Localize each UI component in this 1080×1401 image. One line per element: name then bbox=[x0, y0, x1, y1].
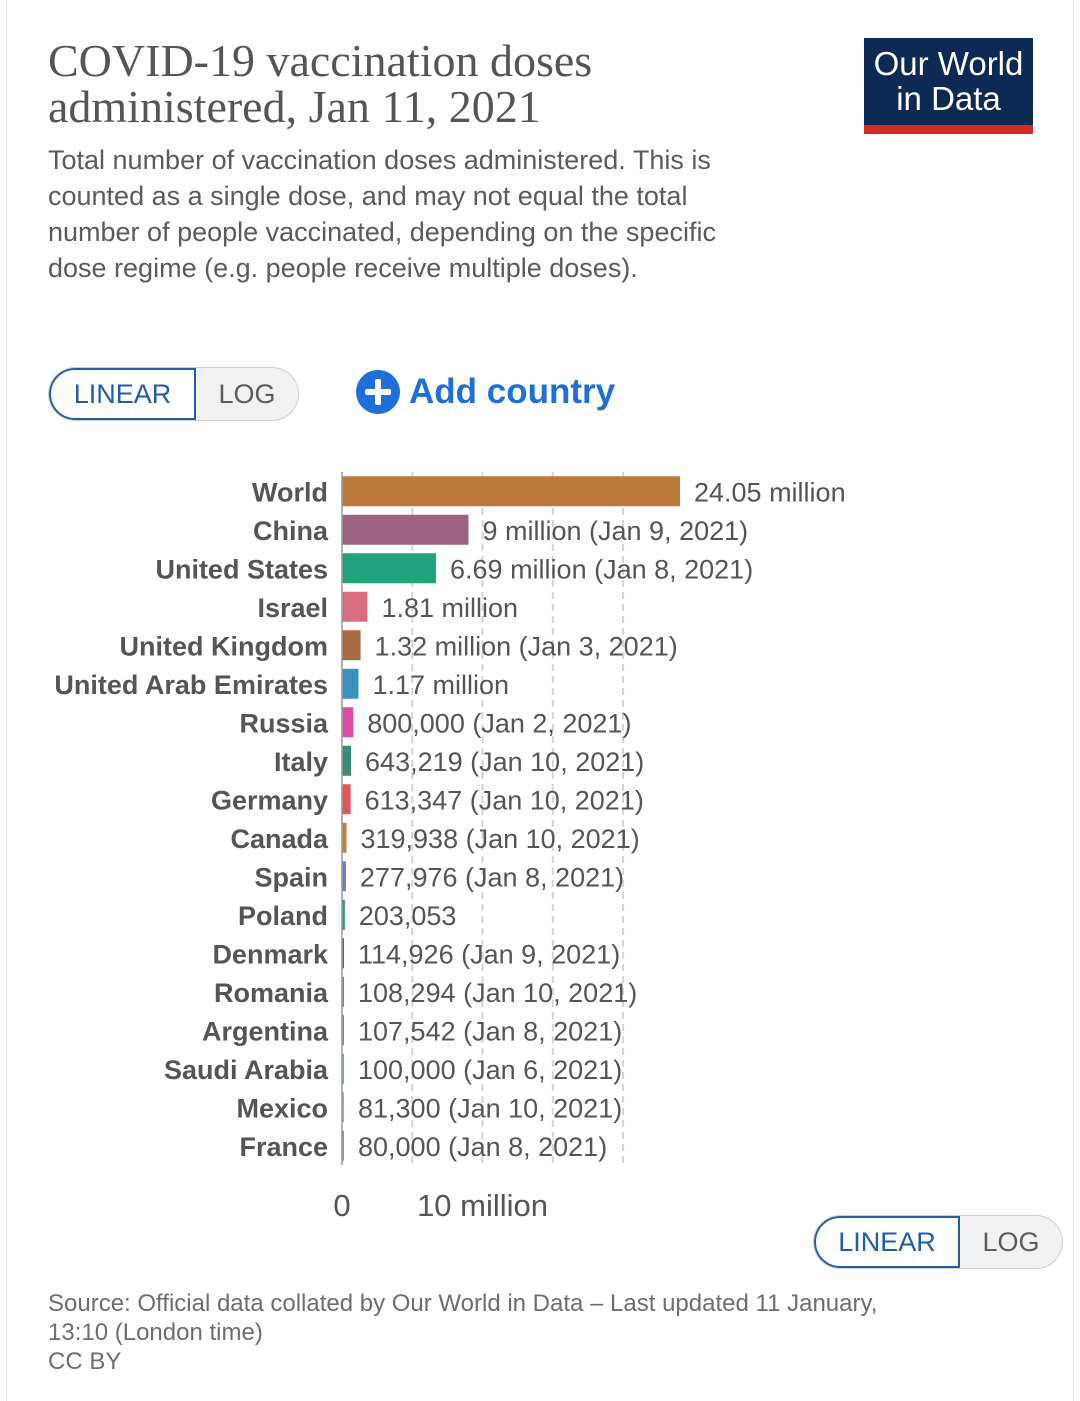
category-label: Mexico bbox=[236, 1093, 328, 1123]
bar-1 bbox=[342, 514, 469, 545]
bar-2 bbox=[342, 553, 437, 584]
value-label: 203,053 bbox=[359, 901, 457, 931]
linear-scale-button[interactable]: LINEAR bbox=[49, 368, 196, 420]
bar-14 bbox=[342, 1015, 344, 1046]
logo-accent-bar bbox=[864, 125, 1033, 134]
owid-logo[interactable]: Our World in Data bbox=[864, 38, 1033, 134]
bar-17 bbox=[342, 1130, 344, 1161]
scale-toggle-top: LINEAR LOG bbox=[48, 367, 299, 421]
value-label: 1.17 million bbox=[372, 670, 509, 700]
source-line-2: 13:10 (London time) bbox=[48, 1319, 263, 1346]
x-tick-label: 0 bbox=[333, 1188, 350, 1220]
bar-8 bbox=[342, 784, 351, 815]
add-country-label: Add country bbox=[409, 372, 616, 411]
value-label: 277,976 (Jan 8, 2021) bbox=[360, 862, 624, 892]
value-label: 800,000 (Jan 2, 2021) bbox=[367, 708, 631, 738]
category-label: Poland bbox=[238, 901, 328, 931]
plus-circle-icon bbox=[356, 370, 400, 414]
bar-5 bbox=[342, 668, 359, 699]
category-label: Italy bbox=[274, 747, 328, 777]
bar-13 bbox=[342, 976, 344, 1007]
log-scale-button-bottom[interactable]: LOG bbox=[982, 1226, 1040, 1257]
category-label: China bbox=[253, 516, 329, 546]
category-label: Romania bbox=[214, 978, 329, 1008]
category-label: Denmark bbox=[212, 939, 329, 969]
bar-15 bbox=[342, 1053, 344, 1084]
bar-4 bbox=[342, 630, 361, 661]
source-line-1: Source: Official data collated by Our Wo… bbox=[48, 1290, 878, 1317]
value-label: 1.81 million bbox=[381, 593, 518, 623]
category-label: Russia bbox=[239, 708, 329, 738]
log-scale-button[interactable]: LOG bbox=[218, 378, 276, 409]
value-label: 1.32 million (Jan 3, 2021) bbox=[375, 631, 678, 661]
license-text: CC BY bbox=[48, 1348, 122, 1375]
bar-12 bbox=[342, 938, 344, 969]
value-label: 114,926 (Jan 9, 2021) bbox=[358, 939, 620, 969]
category-label: Saudi Arabia bbox=[164, 1055, 329, 1085]
category-label: Canada bbox=[230, 824, 329, 854]
chart-footer: Source: Official data collated by Our Wo… bbox=[48, 1289, 1008, 1376]
bar-6 bbox=[342, 707, 354, 738]
category-label: United Kingdom bbox=[120, 631, 328, 661]
value-label: 81,300 (Jan 10, 2021) bbox=[358, 1093, 622, 1123]
value-label: 100,000 (Jan 6, 2021) bbox=[358, 1055, 622, 1085]
value-label: 643,219 (Jan 10, 2021) bbox=[365, 747, 644, 777]
bar-7 bbox=[342, 745, 352, 776]
category-label: World bbox=[252, 477, 328, 507]
bar-chart: World 24.05 million China 9 million (Jan 9,… bbox=[54, 472, 846, 1220]
bar-10 bbox=[342, 861, 346, 892]
value-label: 6.69 million (Jan 8, 2021) bbox=[450, 554, 753, 584]
logo-line-1: Our World bbox=[873, 45, 1024, 82]
category-label: Spain bbox=[254, 862, 328, 892]
linear-scale-button-bottom[interactable]: LINEAR bbox=[814, 1216, 960, 1268]
bar-11 bbox=[342, 899, 345, 930]
value-label: 24.05 million bbox=[694, 477, 846, 507]
bar-9 bbox=[342, 822, 347, 853]
bar-16 bbox=[342, 1092, 344, 1123]
value-label: 319,938 (Jan 10, 2021) bbox=[360, 824, 639, 854]
category-label: Israel bbox=[257, 593, 328, 623]
x-tick-label: 10 million bbox=[417, 1188, 548, 1220]
category-label: United States bbox=[155, 554, 328, 584]
value-label: 107,542 (Jan 8, 2021) bbox=[358, 1016, 622, 1046]
chart-card bbox=[6, 0, 1074, 1401]
value-label: 108,294 (Jan 10, 2021) bbox=[358, 978, 637, 1008]
value-label: 80,000 (Jan 8, 2021) bbox=[358, 1132, 607, 1162]
bar-3 bbox=[342, 591, 368, 622]
bar-0 bbox=[342, 476, 680, 507]
category-label: Germany bbox=[211, 785, 328, 815]
category-label: Argentina bbox=[202, 1016, 329, 1046]
chart-subtitle: Total number of vaccination doses admini… bbox=[48, 145, 716, 283]
category-label: France bbox=[239, 1132, 328, 1162]
category-label: United Arab Emirates bbox=[54, 670, 328, 700]
add-country-button[interactable]: Add country bbox=[356, 368, 615, 416]
value-label: 9 million (Jan 9, 2021) bbox=[482, 516, 748, 546]
chart-title: COVID-19 vaccination doses administered,… bbox=[48, 35, 593, 132]
logo-line-2: in Data bbox=[896, 80, 1001, 117]
scale-toggle-bottom: LINEAR LOG bbox=[813, 1215, 1063, 1269]
value-label: 613,347 (Jan 10, 2021) bbox=[365, 785, 644, 815]
